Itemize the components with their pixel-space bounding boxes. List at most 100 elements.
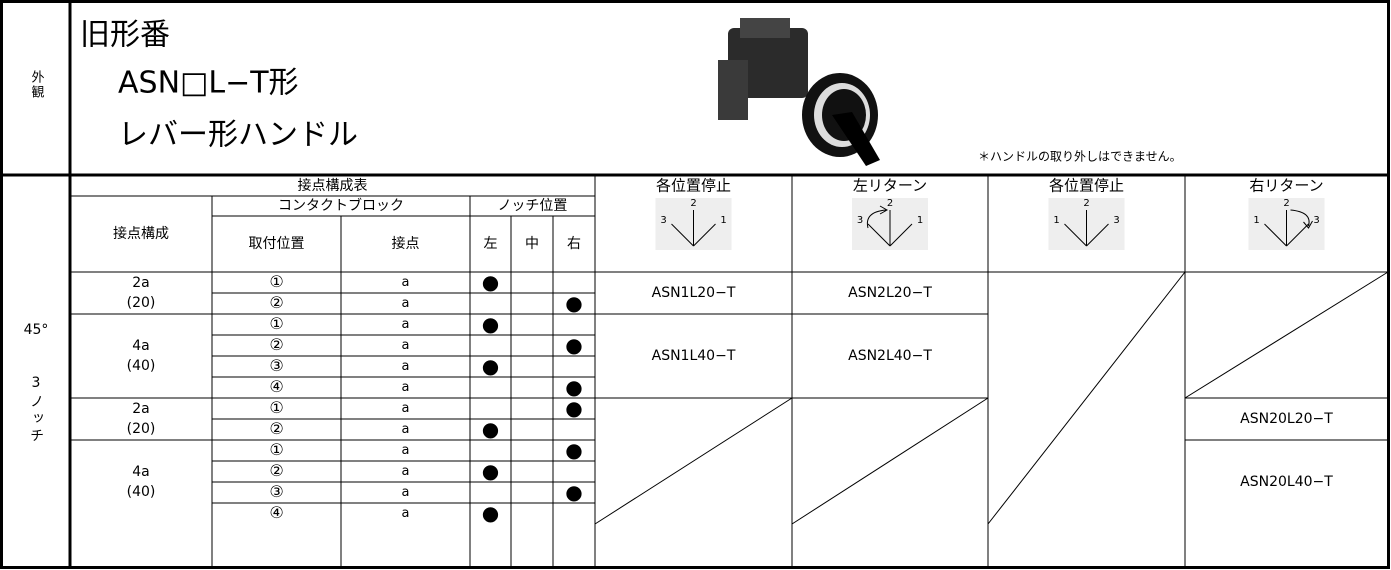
notch-dot: ● xyxy=(482,417,499,441)
model-number: ASN20L20−T xyxy=(1240,411,1333,427)
old-model-title: 旧形番 xyxy=(80,18,170,53)
contact-type: a xyxy=(402,338,410,353)
diagram-line xyxy=(867,223,891,247)
model-number: ASN1L20−T xyxy=(652,285,736,301)
contact-config: 2a xyxy=(132,275,150,291)
diagram-line xyxy=(693,223,716,247)
diagram-label: 2 xyxy=(887,198,893,209)
contact-type: a xyxy=(402,275,410,290)
product-lever xyxy=(832,112,880,166)
mount-position: ③ xyxy=(269,356,283,375)
diagram-label: 3 xyxy=(660,215,666,226)
diagonal xyxy=(594,397,793,525)
type-name: 各位置停止 xyxy=(1049,177,1124,195)
diagram-label: 1 xyxy=(720,215,726,226)
mount-position: ④ xyxy=(269,503,283,522)
notch-label: 3ノッチ xyxy=(28,375,44,445)
model-number: ASN20L40−T xyxy=(1240,474,1333,490)
return-arrow xyxy=(1290,209,1313,229)
mount-position: ④ xyxy=(269,377,283,396)
diagram-line xyxy=(1086,223,1109,247)
header-cell: 左 xyxy=(484,236,498,252)
appearance-label: 外観 xyxy=(29,70,45,100)
contact-code: (20) xyxy=(127,421,156,437)
contact-type: a xyxy=(402,485,410,500)
header-cell: 接点構成 xyxy=(113,225,169,242)
handle-type: レバー形ハンドル xyxy=(118,118,358,153)
mount-position: ① xyxy=(269,272,283,291)
diagram-label: 2 xyxy=(1283,198,1289,209)
contact-type: a xyxy=(402,422,410,437)
product-side xyxy=(718,60,748,120)
header-cell: コンタクトブロック xyxy=(278,197,404,214)
diagram-label: 3 xyxy=(857,215,863,226)
notch-dot: ● xyxy=(565,291,582,315)
notch-dot: ● xyxy=(482,354,499,378)
model-number: ASN1L40−T xyxy=(652,348,736,364)
header-cell: ノッチ位置 xyxy=(498,198,568,214)
diagram-label: 2 xyxy=(1083,198,1089,209)
product-block xyxy=(740,18,790,38)
mount-position: ② xyxy=(269,335,283,354)
contact-type: a xyxy=(402,443,410,458)
model-name: ASN□L−T形 xyxy=(118,66,299,101)
type-name: 各位置停止 xyxy=(656,177,731,195)
contact-type: a xyxy=(402,359,410,374)
contact-config: 2a xyxy=(132,401,150,417)
mount-position: ① xyxy=(269,314,283,333)
notch-dot: ● xyxy=(482,501,499,525)
mount-position: ③ xyxy=(269,482,283,501)
diagram-line xyxy=(671,223,694,247)
note: ＊ハンドルの取り外しはできません。 xyxy=(978,150,1182,164)
contact-type: a xyxy=(402,506,410,521)
notch-dot: ● xyxy=(565,333,582,357)
diagram-line xyxy=(889,223,913,247)
diagram-line xyxy=(1286,223,1309,247)
diagonal xyxy=(987,271,1186,525)
notch-dot: ● xyxy=(482,312,499,336)
contact-type: a xyxy=(402,464,410,479)
diagram-line xyxy=(1064,223,1087,247)
header-cell: 接点 xyxy=(392,235,420,252)
notch-dot: ● xyxy=(482,270,499,294)
notch-dot: ● xyxy=(565,438,582,462)
contact-type: a xyxy=(402,401,410,416)
mount-position: ① xyxy=(269,440,283,459)
contact-type: a xyxy=(402,317,410,332)
mount-position: ② xyxy=(269,293,283,312)
notch-dot: ● xyxy=(482,459,499,483)
diagram-label: 1 xyxy=(1053,215,1059,226)
diagram-label: 1 xyxy=(1253,215,1259,226)
return-arrow xyxy=(866,205,889,229)
mount-position: ② xyxy=(269,461,283,480)
diagram-label: 3 xyxy=(1113,215,1119,226)
header-cell: 取付位置 xyxy=(249,236,305,252)
notch-dot: ● xyxy=(565,375,582,399)
diagonal xyxy=(1184,271,1389,399)
contact-config: 4a xyxy=(132,338,150,354)
contact-code: (40) xyxy=(127,358,156,374)
model-number: ASN2L20−T xyxy=(848,285,932,301)
contact-type: a xyxy=(402,296,410,311)
diagram-label: 2 xyxy=(690,198,696,209)
header-cell: 中 xyxy=(525,236,539,252)
diagram-label: 1 xyxy=(917,215,923,226)
model-number: ASN2L40−T xyxy=(848,348,932,364)
mount-position: ② xyxy=(269,419,283,438)
product-image xyxy=(718,18,880,166)
table-title: 接点構成表 xyxy=(298,177,368,194)
type-name: 左リターン xyxy=(853,177,927,195)
type-name: 右リターン xyxy=(1249,177,1323,195)
contact-config: 4a xyxy=(132,464,150,480)
contact-type: a xyxy=(402,380,410,395)
diagram-label: 3 xyxy=(1313,215,1319,226)
mount-position: ① xyxy=(269,398,283,417)
diagonal xyxy=(791,397,989,525)
diagram-line xyxy=(1264,223,1287,247)
notch-dot: ● xyxy=(565,480,582,504)
contact-code: (40) xyxy=(127,484,156,500)
angle-label: 45° xyxy=(24,322,49,338)
contact-code: (20) xyxy=(127,295,156,311)
